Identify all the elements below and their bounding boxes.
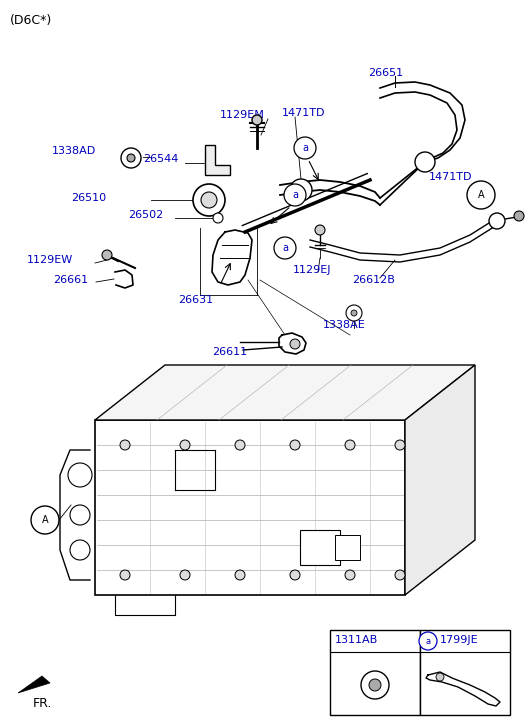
Text: 26544: 26544: [143, 154, 178, 164]
Text: FR.: FR.: [33, 697, 52, 710]
Polygon shape: [330, 630, 420, 715]
Text: A: A: [41, 515, 48, 525]
Text: a: a: [302, 143, 308, 153]
Circle shape: [102, 250, 112, 260]
Polygon shape: [95, 365, 475, 420]
Circle shape: [395, 440, 405, 450]
Text: 26612B: 26612B: [352, 275, 395, 285]
Polygon shape: [335, 535, 360, 560]
Text: 26631: 26631: [178, 295, 213, 305]
Circle shape: [294, 137, 316, 159]
Circle shape: [290, 570, 300, 580]
Circle shape: [235, 570, 245, 580]
Circle shape: [121, 148, 141, 168]
Polygon shape: [205, 145, 230, 175]
Text: 1311AB: 1311AB: [335, 635, 378, 645]
Circle shape: [345, 570, 355, 580]
Circle shape: [290, 339, 300, 349]
Circle shape: [193, 184, 225, 216]
Text: 1129EM: 1129EM: [220, 110, 265, 120]
Circle shape: [284, 184, 306, 206]
Circle shape: [180, 440, 190, 450]
Circle shape: [290, 440, 300, 450]
Text: a: a: [282, 243, 288, 253]
Text: 1129EW: 1129EW: [27, 255, 73, 265]
Circle shape: [351, 310, 357, 316]
Text: 1799JE: 1799JE: [440, 635, 479, 645]
Text: 26611: 26611: [212, 347, 247, 357]
Circle shape: [489, 213, 505, 229]
Text: a: a: [292, 190, 298, 200]
Circle shape: [120, 570, 130, 580]
Text: 26661: 26661: [53, 275, 88, 285]
Circle shape: [419, 632, 437, 650]
Text: 1338AE: 1338AE: [323, 320, 366, 330]
Circle shape: [235, 440, 245, 450]
Polygon shape: [95, 420, 405, 595]
Circle shape: [345, 440, 355, 450]
Text: 26502: 26502: [128, 210, 163, 220]
Circle shape: [127, 154, 135, 162]
Polygon shape: [18, 676, 50, 693]
Circle shape: [201, 192, 217, 208]
Circle shape: [70, 540, 90, 560]
Text: 1129EJ: 1129EJ: [293, 265, 331, 275]
Text: 1471TD: 1471TD: [429, 172, 472, 182]
Circle shape: [514, 211, 524, 221]
Circle shape: [290, 179, 312, 201]
Circle shape: [70, 505, 90, 525]
Text: 26651: 26651: [368, 68, 403, 78]
Circle shape: [436, 673, 444, 681]
Circle shape: [395, 570, 405, 580]
Circle shape: [346, 305, 362, 321]
Text: a: a: [426, 637, 430, 646]
Circle shape: [180, 570, 190, 580]
Circle shape: [120, 440, 130, 450]
Text: A: A: [478, 190, 484, 200]
Circle shape: [213, 213, 223, 223]
Circle shape: [315, 225, 325, 235]
Circle shape: [415, 152, 435, 172]
Polygon shape: [420, 630, 510, 715]
Circle shape: [68, 463, 92, 487]
Circle shape: [31, 506, 59, 534]
Circle shape: [369, 679, 381, 691]
Text: (D6C*): (D6C*): [10, 14, 52, 27]
Circle shape: [274, 237, 296, 259]
Circle shape: [467, 181, 495, 209]
Polygon shape: [300, 530, 340, 565]
Text: 1338AD: 1338AD: [52, 146, 96, 156]
Text: 26510: 26510: [71, 193, 106, 203]
Polygon shape: [405, 365, 475, 595]
Circle shape: [361, 671, 389, 699]
Text: 1471TD: 1471TD: [282, 108, 326, 118]
Circle shape: [252, 115, 262, 125]
